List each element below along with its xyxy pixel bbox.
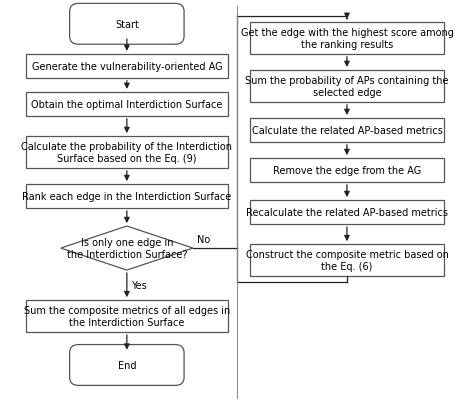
Polygon shape [61,226,193,271]
Text: Rank each edge in the Interdiction Surface: Rank each edge in the Interdiction Surfa… [22,192,231,202]
Text: Recalculate the related AP-based metrics: Recalculate the related AP-based metrics [246,207,448,217]
FancyBboxPatch shape [70,4,184,45]
Text: Calculate the related AP-based metrics: Calculate the related AP-based metrics [252,126,442,136]
FancyBboxPatch shape [250,23,444,55]
FancyBboxPatch shape [26,93,228,117]
FancyBboxPatch shape [250,245,444,276]
Text: Sum the composite metrics of all edges in
the Interdiction Surface: Sum the composite metrics of all edges i… [24,305,230,327]
Text: No: No [197,234,210,245]
Text: Yes: Yes [131,280,147,290]
Text: Calculate the probability of the Interdiction
Surface based on the Eq. (9): Calculate the probability of the Interdi… [21,142,232,163]
FancyBboxPatch shape [250,119,444,143]
FancyBboxPatch shape [250,200,444,224]
FancyBboxPatch shape [26,301,228,333]
FancyBboxPatch shape [250,71,444,102]
Text: Remove the edge from the AG: Remove the edge from the AG [273,166,421,175]
Text: Obtain the optimal Interdiction Surface: Obtain the optimal Interdiction Surface [31,100,222,110]
Text: Generate the vulnerability-oriented AG: Generate the vulnerability-oriented AG [32,62,222,72]
Text: Get the edge with the highest score among
the ranking results: Get the edge with the highest score amon… [240,28,453,49]
Text: Is only one edge in
the Interdiction Surface?: Is only one edge in the Interdiction Sur… [67,238,187,259]
Text: End: End [118,360,136,370]
FancyBboxPatch shape [26,55,228,79]
FancyBboxPatch shape [26,185,228,209]
Text: Construct the composite metric based on
the Eq. (6): Construct the composite metric based on … [246,249,448,271]
Text: Start: Start [115,20,139,30]
FancyBboxPatch shape [26,136,228,168]
FancyBboxPatch shape [70,345,184,386]
FancyBboxPatch shape [250,159,444,183]
Text: Sum the probability of APs containing the
selected edge: Sum the probability of APs containing th… [245,76,449,98]
